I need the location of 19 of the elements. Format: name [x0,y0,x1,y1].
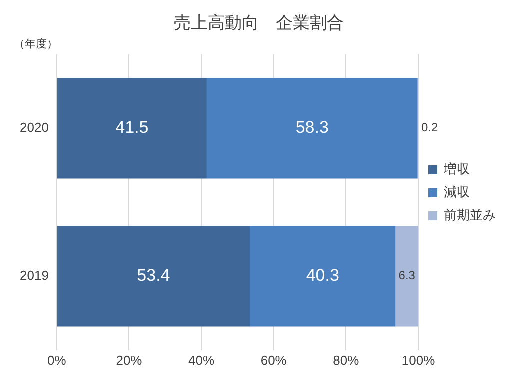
x-tick-label: 20% [116,352,143,368]
data-label: 53.4 [137,266,170,286]
data-label: 6.3 [398,268,416,283]
x-tick-label: 0% [48,352,67,368]
data-label: 58.3 [296,118,329,138]
x-tick-label: 40% [188,352,215,368]
data-label: 41.5 [116,118,149,138]
y-tick-label: 2020 [20,120,49,135]
x-tick-label: 100% [402,352,436,368]
data-label: 0.2 [422,120,439,135]
chart-title: 売上高動向 企業割合 [174,14,344,34]
y-axis-title: （年度） [14,37,58,50]
legend-label: 増収 [443,161,470,178]
x-tick-label: 60% [260,352,288,368]
data-label: 40.3 [306,266,340,286]
legend-label: 減収 [444,185,470,200]
y-tick-label: 2019 [20,268,49,283]
legend-label: 前期並み [444,208,496,224]
x-tick-label: 80% [333,352,360,368]
